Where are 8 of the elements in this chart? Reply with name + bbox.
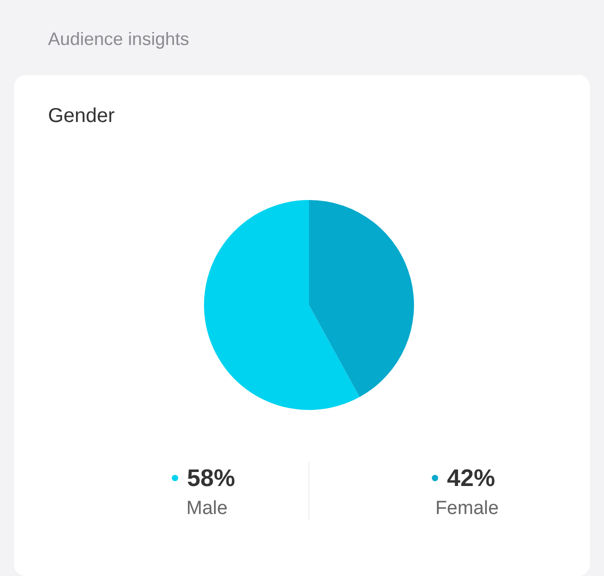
data-label: 58% [187,465,236,492]
pie-slice [204,200,360,410]
legend-label: Male [186,498,228,519]
legend-label: Female [435,498,499,519]
chart-subtitle: Gender [48,105,116,127]
pie-slice [309,200,414,398]
chart-title: Audience insights [48,29,190,49]
data-label: 42% [447,465,496,492]
